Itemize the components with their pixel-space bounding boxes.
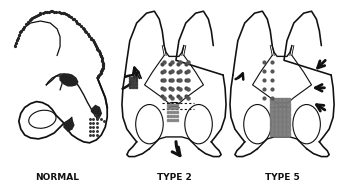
Polygon shape (64, 119, 74, 131)
Text: TYPE 5: TYPE 5 (265, 173, 299, 182)
Polygon shape (92, 105, 101, 117)
Text: NORMAL: NORMAL (35, 173, 79, 182)
Text: TYPE 2: TYPE 2 (157, 173, 191, 182)
Polygon shape (60, 74, 78, 86)
